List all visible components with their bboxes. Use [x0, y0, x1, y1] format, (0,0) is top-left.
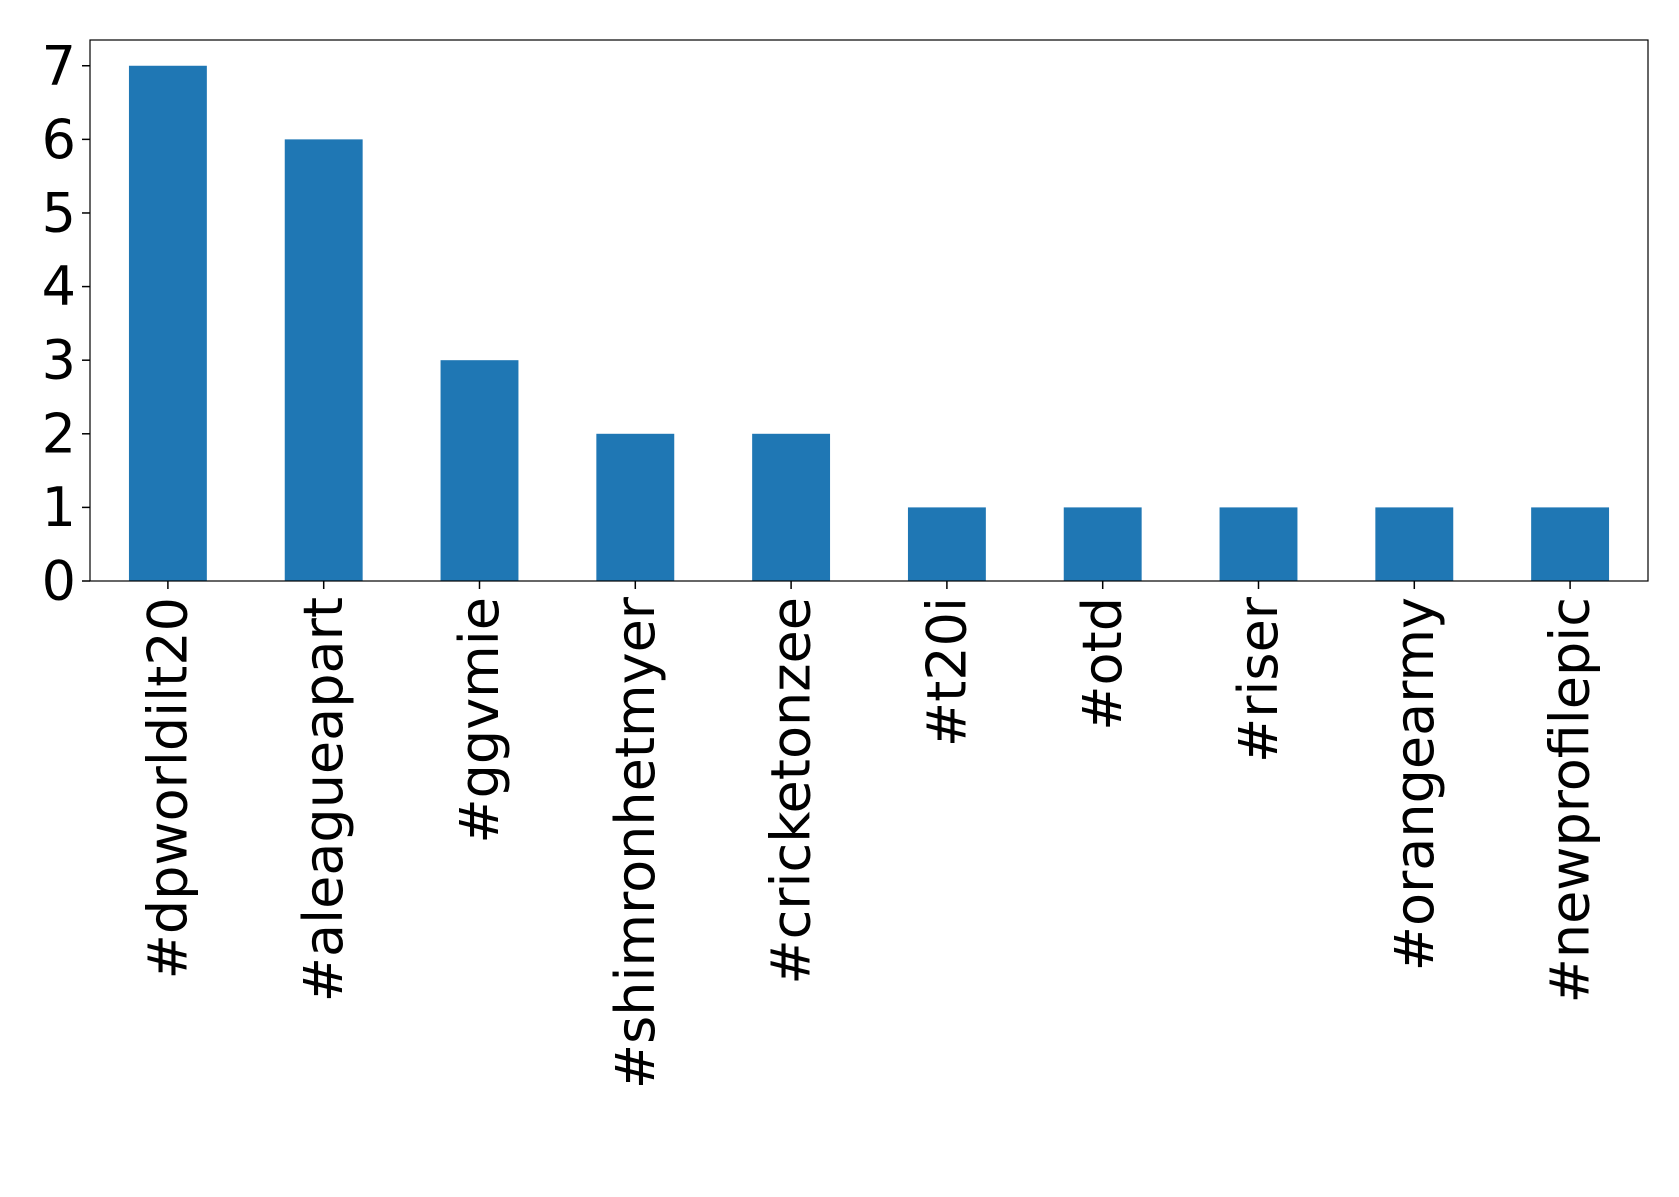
x-tick-label: #ggvmie — [448, 597, 511, 844]
y-tick-label: 5 — [42, 181, 76, 244]
y-tick-label: 1 — [42, 476, 76, 539]
bar — [128, 65, 207, 581]
x-tick-label: #shimronhetmyer — [604, 596, 667, 1089]
x-tick-label: #dpworldilt20 — [136, 597, 199, 979]
x-tick-label: #orangearmy — [1383, 597, 1446, 971]
y-tick-label: 3 — [42, 329, 76, 392]
bar — [596, 433, 675, 581]
x-tick-label: #riser — [1227, 596, 1290, 763]
bar — [1219, 507, 1298, 581]
x-tick-label: #otd — [1071, 597, 1134, 731]
y-tick-label: 0 — [42, 550, 76, 613]
bar — [440, 360, 519, 581]
bar — [907, 507, 986, 581]
bar — [1375, 507, 1454, 581]
x-tick-label: #cricketonzee — [760, 597, 823, 985]
x-tick-label: #newprofilepic — [1539, 597, 1602, 1003]
bar — [1531, 507, 1610, 581]
y-tick-label: 6 — [42, 108, 76, 171]
plot-frame — [89, 39, 1649, 582]
y-tick-label: 7 — [42, 34, 76, 97]
bar — [1063, 507, 1142, 581]
bar — [752, 433, 831, 581]
x-tick-label: #aleagueapart — [292, 597, 355, 1002]
y-tick-label: 2 — [42, 402, 76, 465]
x-tick-label: #t20i — [915, 597, 978, 747]
bar — [284, 139, 363, 581]
y-tick-label: 4 — [42, 255, 76, 318]
